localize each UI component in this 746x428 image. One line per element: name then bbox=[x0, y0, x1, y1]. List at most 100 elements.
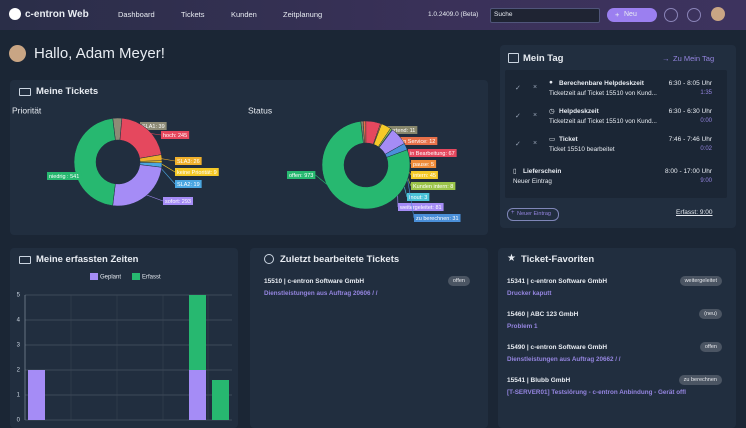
y-tick-label: 1 bbox=[17, 393, 21, 399]
value-label: Inout: 3 bbox=[409, 195, 427, 201]
legend-label: Geplant bbox=[100, 275, 121, 281]
entry-time: 7:46 - 7:46 Uhr bbox=[668, 136, 712, 143]
link[interactable]: Zu Mein Tag bbox=[673, 54, 715, 63]
label-box bbox=[287, 171, 316, 179]
icon-button[interactable] bbox=[664, 8, 678, 22]
value-label: SLA3: 26 bbox=[177, 159, 200, 165]
leader-line bbox=[145, 132, 162, 136]
status-badge: zu berechnen bbox=[678, 375, 722, 385]
item-title[interactable]: 15490 | c-entron Software GmbH bbox=[507, 344, 608, 351]
item-text: Dienstleistungen aus Auftrag 20606 / / bbox=[264, 290, 378, 297]
value-label: in Service: 12 bbox=[402, 139, 435, 145]
entry-time: 6:30 - 6:30 Uhr bbox=[668, 108, 712, 115]
label-box bbox=[414, 214, 461, 222]
entry-time: 6:30 - 8:05 Uhr bbox=[668, 80, 712, 87]
entry-icon: ◷ bbox=[549, 108, 555, 115]
ticket-charts: Priorität SLA1: 39 hoch: 245 SLA3: 26 keine … bbox=[12, 105, 461, 222]
avatar[interactable] bbox=[711, 7, 725, 21]
times-chart: 0 1 2 3 4 5 Geplant Erfasst bbox=[17, 273, 232, 424]
nav-item[interactable]: Kunden bbox=[231, 10, 257, 19]
y-tick-label: 5 bbox=[17, 293, 21, 299]
icon-button[interactable] bbox=[687, 8, 701, 22]
entry-text: Ticketzeit auf Ticket 15510 von Kund... bbox=[549, 90, 657, 97]
status-badge: offen bbox=[447, 276, 470, 286]
label-box bbox=[411, 160, 437, 168]
leader-line bbox=[142, 193, 164, 202]
entry-duration: 1:35 bbox=[700, 90, 712, 96]
legend-swatch bbox=[90, 273, 98, 280]
bar bbox=[28, 370, 45, 420]
my-day-list bbox=[505, 70, 727, 198]
entry-title: Lieferschein bbox=[523, 168, 562, 175]
label-box bbox=[398, 203, 444, 211]
entry-icon: ▯ bbox=[513, 168, 517, 175]
new-label: Neu bbox=[624, 11, 637, 18]
status-badge: (neu) bbox=[699, 309, 722, 319]
label-box bbox=[408, 149, 457, 157]
item-text: Problem 1 bbox=[507, 323, 538, 330]
donut-segment bbox=[112, 164, 162, 207]
item-title[interactable]: 15541 | Blubb GmbH bbox=[507, 377, 571, 384]
bar bbox=[212, 380, 229, 420]
label-box bbox=[163, 197, 193, 205]
y-tick-label: 4 bbox=[17, 318, 21, 324]
check-icon[interactable]: ✓ bbox=[515, 113, 521, 120]
panel-title: Meine Tickets bbox=[36, 86, 99, 97]
nav-item[interactable]: Zeitplanung bbox=[283, 10, 323, 19]
search-box[interactable] bbox=[490, 8, 600, 23]
leader-line bbox=[157, 157, 176, 162]
value-label: zu berechnen: 31 bbox=[416, 216, 459, 222]
value-label: pause: 5 bbox=[413, 162, 434, 168]
entry-title: Ticket bbox=[559, 136, 578, 143]
new-entry-button[interactable] bbox=[507, 208, 559, 221]
nav-item[interactable]: Tickets bbox=[181, 10, 205, 19]
donut-segment bbox=[321, 121, 411, 210]
status-badge: offen bbox=[699, 342, 722, 352]
label-box bbox=[400, 137, 438, 145]
close-icon[interactable]: × bbox=[533, 140, 538, 147]
chart-title: Priorität bbox=[12, 105, 42, 115]
bar bbox=[189, 370, 206, 420]
panel-title: Meine erfassten Zeiten bbox=[36, 254, 139, 265]
label-box bbox=[411, 171, 438, 179]
legend-swatch bbox=[132, 273, 140, 280]
version: 1.0.2409.0 (Beta) bbox=[428, 11, 479, 18]
value-label: Kunden intern: 8 bbox=[413, 184, 453, 190]
label-box bbox=[407, 193, 430, 201]
entry-title: Helpdeskzeit bbox=[559, 108, 599, 115]
item-title[interactable]: 15460 | ABC 123 GmbH bbox=[507, 311, 579, 318]
close-icon[interactable]: × bbox=[533, 112, 538, 119]
item-text: [T-SERVER01] Testslörung - c-entron Anbi… bbox=[507, 389, 686, 396]
entry-duration: 9:00 bbox=[700, 178, 712, 184]
search-placeholder: Suche bbox=[494, 11, 513, 18]
value-label: intern: 45 bbox=[413, 173, 436, 179]
check-icon[interactable]: ✓ bbox=[515, 85, 521, 92]
value-label: hoch: 245 bbox=[163, 133, 187, 139]
status-badge: weitergeleitet bbox=[679, 276, 722, 286]
label-box bbox=[385, 126, 418, 134]
item-text: Drucker kaputt bbox=[507, 290, 552, 297]
check-icon[interactable]: ✓ bbox=[515, 141, 521, 148]
y-tick-label: 3 bbox=[17, 343, 21, 349]
item-text: Dienstleistungen aus Auftrag 20662 / / bbox=[507, 356, 621, 363]
new-button[interactable] bbox=[607, 8, 657, 22]
value-label: sofort: 293 bbox=[165, 199, 191, 205]
value-label: offen: 973 bbox=[289, 173, 313, 179]
entry-duration: 0:02 bbox=[700, 146, 712, 152]
logo bbox=[9, 8, 21, 20]
value-label: wartend: 11 bbox=[386, 128, 415, 134]
bar bbox=[189, 295, 206, 370]
close-icon[interactable]: × bbox=[533, 84, 538, 91]
greeting: Hallo, Adam Meyer! bbox=[34, 45, 165, 62]
brand[interactable]: c-entron Web bbox=[25, 9, 89, 20]
label-box bbox=[140, 122, 167, 130]
item-title[interactable]: 15510 | c-entron Software GmbH bbox=[264, 278, 365, 285]
panel-title: Ticket-Favoriten bbox=[521, 254, 595, 265]
favorites-panel bbox=[498, 248, 736, 428]
nav-item[interactable]: Dashboard bbox=[118, 10, 155, 19]
avatar bbox=[9, 45, 26, 62]
recent-panel bbox=[250, 248, 488, 428]
panel-title: Zuletzt bearbeitete Tickets bbox=[280, 254, 400, 265]
y-tick-label: 2 bbox=[17, 368, 21, 374]
item-title[interactable]: 15341 | c-entron Software GmbH bbox=[507, 278, 608, 285]
